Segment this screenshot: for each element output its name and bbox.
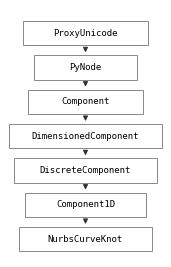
Text: ProxyUnicode: ProxyUnicode xyxy=(53,29,118,38)
Text: DiscreteComponent: DiscreteComponent xyxy=(40,166,131,175)
FancyBboxPatch shape xyxy=(25,193,146,217)
Text: PyNode: PyNode xyxy=(69,63,102,72)
Text: Component: Component xyxy=(61,97,110,106)
FancyBboxPatch shape xyxy=(23,21,148,45)
FancyBboxPatch shape xyxy=(14,158,157,183)
Text: NurbsCurveKnot: NurbsCurveKnot xyxy=(48,235,123,244)
Text: Component1D: Component1D xyxy=(56,200,115,209)
FancyBboxPatch shape xyxy=(28,89,143,114)
FancyBboxPatch shape xyxy=(9,124,162,148)
FancyBboxPatch shape xyxy=(34,55,137,80)
FancyBboxPatch shape xyxy=(19,227,152,252)
Text: DimensionedComponent: DimensionedComponent xyxy=(32,132,139,141)
